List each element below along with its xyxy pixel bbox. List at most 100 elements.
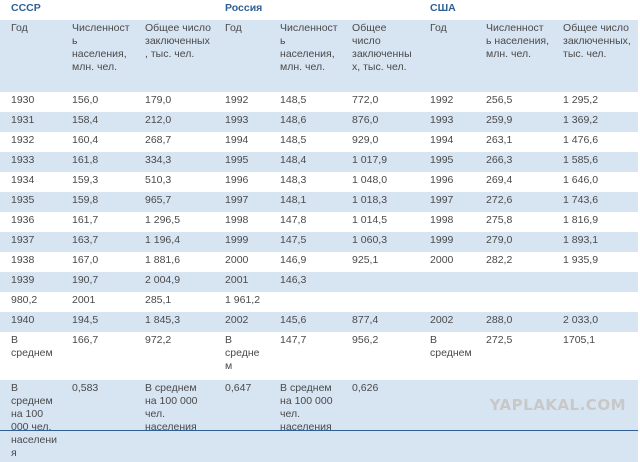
per-100k-row: В среднем на 100 000 чел. населения 0,58…	[0, 380, 639, 462]
table-row: 1938 167,0 1 881,6 2000 146,9 925,1 2000 282,2 1…	[0, 252, 639, 272]
table-cell: 1935	[0, 192, 61, 212]
data-rows: 1930 156,0 179,0 1992 148,5 772,0 1992 256,5 1 2…	[0, 92, 639, 332]
country-ussr: СССР	[0, 0, 215, 20]
table-cell: 334,3	[134, 152, 215, 172]
table-cell: 1 295,2	[552, 92, 639, 112]
table-cell: 2002	[419, 312, 476, 332]
header-prisoners: Общее число заключенных, тыс. чел.	[341, 20, 420, 92]
table-cell: 263,1	[475, 132, 553, 152]
table-cell: 1934	[0, 172, 61, 192]
table-cell	[419, 272, 476, 292]
spacer-row	[0, 375, 639, 380]
table-cell: 1992	[419, 92, 476, 112]
table-cell: 1940	[0, 312, 61, 332]
table-cell: 266,3	[475, 152, 553, 172]
table-cell	[341, 272, 420, 292]
table-cell: 146,9	[269, 252, 342, 272]
table-cell: 147,5	[269, 232, 342, 252]
table-cell: 925,1	[341, 252, 420, 272]
table-cell: 256,5	[475, 92, 553, 112]
table-cell: 1996	[214, 172, 270, 192]
table-cell: 1 961,2	[214, 292, 270, 312]
table-cell: 148,3	[269, 172, 342, 192]
average-label: В среднем	[0, 332, 61, 375]
table-cell: 158,4	[61, 112, 134, 132]
table-cell	[419, 292, 476, 312]
table-cell: 148,4	[269, 152, 342, 172]
table-cell: 1 017,9	[341, 152, 420, 172]
table-cell: 275,8	[475, 212, 553, 232]
table-row: 1934 159,3 510,3 1996 148,3 1 048,0 1996 269,4 1…	[0, 172, 639, 192]
per-100k-ussr-value: 0,583	[61, 380, 134, 462]
table-cell: 1937	[0, 232, 61, 252]
table-row: 1937 163,7 1 196,4 1999 147,5 1 060,3 1999 279,…	[0, 232, 639, 252]
header-population: Численность населения, млн. чел.	[475, 20, 553, 92]
bottom-rule	[0, 430, 638, 431]
table-row: 1939 190,7 2 004,9 2001 146,3	[0, 272, 639, 292]
table-cell	[475, 272, 553, 292]
per-100k-usa-label: В среднем на 100 000 чел. населения	[269, 380, 342, 462]
table-cell: 1 845,3	[134, 312, 215, 332]
table-cell: 269,4	[475, 172, 553, 192]
table-cell: 1 743,6	[552, 192, 639, 212]
table-cell: 156,0	[61, 92, 134, 112]
table-cell: 194,5	[61, 312, 134, 332]
table-cell: 288,0	[475, 312, 553, 332]
table-cell: 1999	[214, 232, 270, 252]
table-cell: 1931	[0, 112, 61, 132]
table-row: 1930 156,0 179,0 1992 148,5 772,0 1992 256,5 1 2…	[0, 92, 639, 112]
table-row: 1935 159,8 965,7 1997 148,1 1 018,3 1997 272,6 1…	[0, 192, 639, 212]
average-ussr-population: 166,7	[61, 332, 134, 375]
table-cell: 285,1	[134, 292, 215, 312]
table-cell: 1936	[0, 212, 61, 232]
table-cell: 1930	[0, 92, 61, 112]
average-russia-prisoners: 956,2	[341, 332, 420, 375]
table-cell: 212,0	[134, 112, 215, 132]
table-cell: 1 296,5	[134, 212, 215, 232]
table-cell: 1994	[214, 132, 270, 152]
table-cell: 772,0	[341, 92, 420, 112]
per-100k-russia-label: В среднем на 100 000 чел. населения	[134, 380, 215, 462]
header-year: Год	[0, 20, 61, 92]
table-cell: 2 004,9	[134, 272, 215, 292]
table-cell: 1 369,2	[552, 112, 639, 132]
table-cell: 876,0	[341, 112, 420, 132]
header-prisoners: Общее число заключенных, тыс. чел.	[134, 20, 215, 92]
table-cell: 272,6	[475, 192, 553, 212]
table-cell: 965,7	[134, 192, 215, 212]
table-cell: 145,6	[269, 312, 342, 332]
average-usa-prisoners: 1705,1	[552, 332, 639, 375]
table-cell: 2001	[61, 292, 134, 312]
table-cell: 1 060,3	[341, 232, 420, 252]
table-cell: 1933	[0, 152, 61, 172]
table-cell: 160,4	[61, 132, 134, 152]
per-100k-ussr-label: В среднем на 100 000 чел. населения	[0, 380, 61, 462]
table-cell: 1939	[0, 272, 61, 292]
table-cell	[475, 292, 553, 312]
country-usa: США	[419, 0, 639, 20]
table-cell: 1995	[214, 152, 270, 172]
country-row: СССР Россия США	[0, 0, 639, 20]
per-100k-usa-value: 0,626	[341, 380, 420, 462]
table-row: 980,2 2001 285,1 1 961,2	[0, 292, 639, 312]
average-russia-population: 147,7	[269, 332, 342, 375]
table-cell: 1 646,0	[552, 172, 639, 192]
table-cell: 2002	[214, 312, 270, 332]
table-cell: 1 018,3	[341, 192, 420, 212]
table-cell: 1 048,0	[341, 172, 420, 192]
table-cell: 1994	[419, 132, 476, 152]
table-cell: 161,7	[61, 212, 134, 232]
table-cell: 148,5	[269, 132, 342, 152]
table-cell: 282,2	[475, 252, 553, 272]
average-label: В среднем	[419, 332, 476, 375]
header-year: Год	[419, 20, 476, 92]
table-cell: 2000	[419, 252, 476, 272]
table-cell: 1999	[419, 232, 476, 252]
table-cell: 159,8	[61, 192, 134, 212]
header-prisoners: Общее число заключенных, тыс. чел.	[552, 20, 639, 92]
table-cell: 510,3	[134, 172, 215, 192]
table-cell: 1938	[0, 252, 61, 272]
watermark-logo: YAPLAKAL.COM	[489, 396, 626, 414]
table-cell: 259,9	[475, 112, 553, 132]
